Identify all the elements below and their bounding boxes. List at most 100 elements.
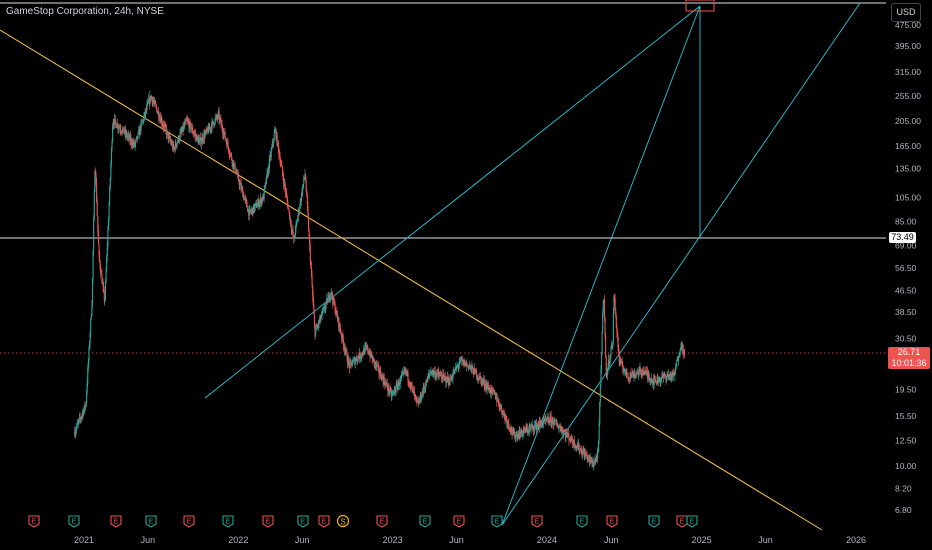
candle-body (570, 436, 572, 441)
earnings-event-marker[interactable]: E (110, 515, 122, 528)
svg-text:E: E (149, 519, 154, 526)
earnings-event-marker[interactable]: E (318, 515, 330, 528)
candle-body (296, 221, 298, 225)
earnings-event-marker[interactable]: E (676, 515, 688, 528)
candle-body (547, 417, 549, 422)
candle-body (422, 392, 424, 394)
target-box[interactable] (685, 0, 715, 12)
candle-body (215, 115, 217, 118)
candle-body (631, 372, 633, 377)
earnings-event-marker[interactable]: E (686, 515, 698, 528)
candle-body (367, 346, 369, 352)
earnings-event-marker[interactable]: E (376, 515, 388, 528)
candle-body (337, 317, 339, 320)
candle-body (120, 131, 123, 133)
candle-body (354, 358, 356, 365)
candle-body (590, 461, 593, 463)
candle-body (282, 173, 284, 179)
candle-body (135, 140, 137, 145)
earnings-event-marker[interactable]: E (419, 515, 431, 528)
candle-body (535, 422, 537, 430)
candle-body (196, 135, 198, 142)
candle-body (293, 236, 295, 238)
earnings-event-marker[interactable]: E (491, 515, 503, 528)
candle-body (356, 360, 358, 362)
earnings-event-marker[interactable]: E (222, 515, 234, 528)
earnings-event-marker[interactable]: E (28, 515, 40, 528)
candle-body (199, 137, 201, 140)
candle-body (258, 203, 260, 207)
earnings-event-marker[interactable]: E (297, 515, 309, 528)
earnings-event-marker[interactable]: E (145, 515, 157, 528)
candle-body (614, 296, 616, 299)
candle-body (637, 371, 639, 376)
candle-body (255, 203, 258, 208)
candle-body (274, 129, 276, 131)
time-axis[interactable]: 2021 Jun 2022 Jun 2023 Jun 2024 Jun 2025 Jun 2026 (74, 535, 866, 545)
candle-body (83, 405, 85, 411)
candle-body (640, 368, 642, 370)
candle-body (438, 374, 440, 377)
candle-body (529, 426, 531, 428)
candle-body (525, 427, 527, 433)
currency-button[interactable]: USD (891, 3, 921, 22)
candle-body (464, 362, 466, 367)
price-axis[interactable]: 475.00 395.00 315.00 255.00 205.00 165.00 135.… (895, 20, 921, 515)
candle-body (532, 424, 534, 427)
candle-body (378, 366, 380, 373)
candle-body (133, 141, 135, 145)
split-event-marker[interactable]: S (336, 514, 350, 528)
candle-body (572, 442, 574, 446)
candle-body (86, 392, 88, 403)
earnings-event-marker[interactable]: E (606, 515, 618, 528)
candle-body (582, 450, 584, 452)
candle-body (84, 405, 86, 409)
earnings-event-marker[interactable]: E (531, 515, 543, 528)
earnings-event-marker[interactable]: E (262, 515, 274, 528)
trendline-upper[interactable] (204, 5, 701, 399)
trendline-steep[interactable] (501, 5, 701, 526)
price-tick-label: 15.50 (895, 411, 917, 421)
candle-body (536, 425, 538, 430)
candle-body (326, 298, 328, 301)
candle-body (465, 362, 467, 366)
candle-body (252, 205, 255, 214)
candle-body (216, 117, 218, 119)
candle-body (574, 445, 576, 447)
yellow-trendline[interactable] (0, 29, 823, 531)
candle-body (225, 139, 227, 142)
candle-body (625, 368, 627, 371)
candle-body (579, 448, 581, 451)
candle-body (248, 209, 250, 216)
candle-body (79, 416, 81, 419)
candle-body (528, 430, 530, 432)
candle-body (297, 216, 299, 221)
candle-body (480, 376, 482, 379)
candle-body (437, 371, 439, 375)
earnings-event-marker[interactable]: E (453, 515, 465, 528)
earnings-event-marker[interactable]: E (183, 515, 195, 528)
candle-body (203, 134, 205, 141)
candle-body (669, 374, 671, 378)
candle-body (657, 382, 659, 383)
candle-body (457, 365, 459, 367)
earnings-event-marker[interactable]: E (68, 515, 80, 528)
candle-body (157, 112, 159, 114)
candle-body (631, 375, 633, 377)
candle-body (117, 124, 119, 129)
candle-body (350, 360, 352, 362)
candle-body (670, 375, 672, 380)
candle-body (621, 360, 623, 362)
trendline-channel[interactable] (501, 2, 861, 526)
candle-body (280, 163, 282, 165)
candle-body (87, 368, 89, 384)
earnings-event-marker[interactable]: E (648, 515, 660, 528)
candle-body (449, 377, 451, 385)
candle-body (460, 358, 462, 361)
earnings-event-marker[interactable]: E (576, 515, 588, 528)
candle-body (408, 382, 410, 385)
candle-body (172, 144, 174, 149)
candle-body (145, 109, 147, 111)
candle-body (533, 430, 535, 431)
